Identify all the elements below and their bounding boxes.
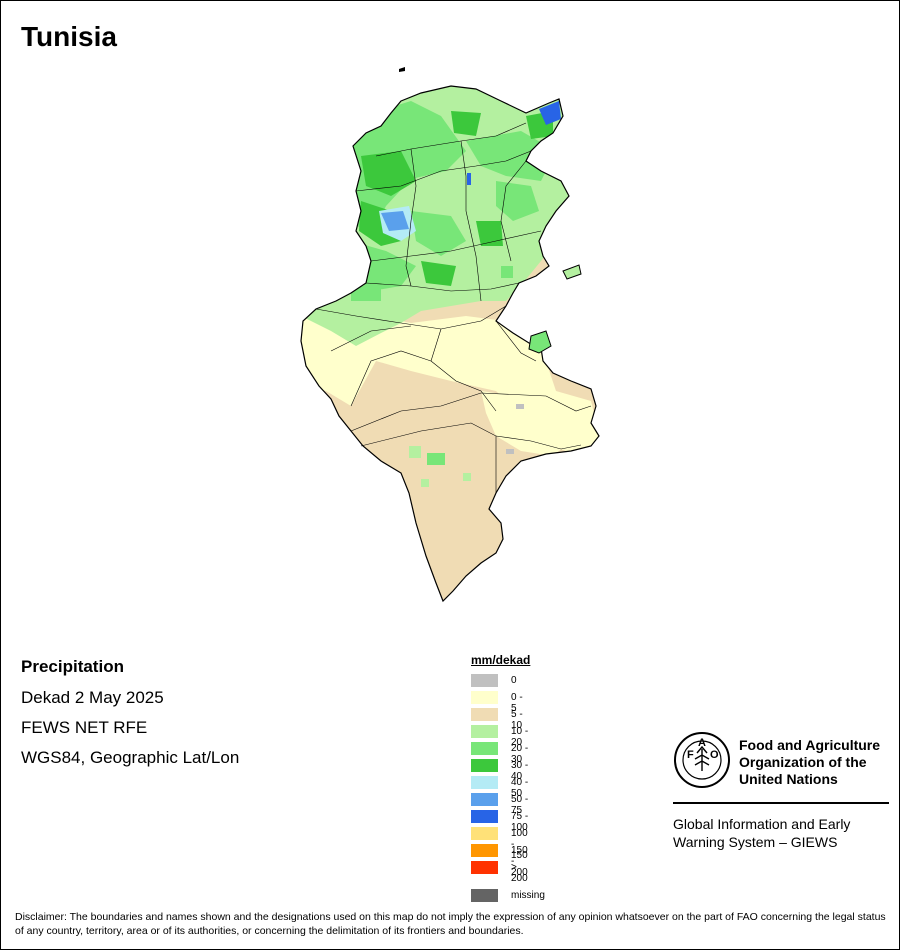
fao-name-line-2: Organization of the	[739, 754, 867, 770]
giews-line-1: Global Information and Early	[673, 816, 851, 832]
legend-item: 100 - 150	[471, 825, 530, 861]
legend-swatch	[471, 708, 498, 721]
fao-logo-letter-o: O	[710, 749, 719, 761]
legend-label: > 200	[511, 862, 528, 884]
legend-item: > 200	[471, 859, 530, 884]
fao-name-line-3: United Nations	[739, 771, 838, 787]
legend-item: 150 - 200	[471, 842, 530, 878]
legend-swatch	[471, 674, 498, 687]
giews-name: Global Information and Early Warning Sys…	[673, 815, 889, 851]
fao-logo-icon: F A O	[674, 732, 730, 788]
legend-swatch	[471, 793, 498, 806]
legend-swatch	[471, 725, 498, 738]
map-info: Precipitation Dekad 2 May 2025 FEWS NET …	[21, 657, 239, 778]
legend-label: 40 - 50	[511, 777, 529, 799]
legend-swatch	[471, 759, 498, 772]
legend-label: 0 - 5	[511, 692, 523, 714]
legend-label: 5 - 10	[511, 709, 523, 731]
fao-name-line-1: Food and Agriculture	[739, 737, 881, 753]
legend-item: 0 - 5	[471, 689, 530, 714]
legend-item: 40 - 50	[471, 774, 530, 799]
legend-swatch	[471, 691, 498, 704]
legend-swatch	[471, 776, 498, 789]
legend-label: 75 - 100	[511, 811, 529, 833]
map-title: Tunisia	[21, 21, 117, 52]
info-dekad: Dekad 2 May 2025	[21, 688, 164, 707]
legend-label-missing: missing	[511, 890, 545, 901]
fao-divider	[673, 802, 889, 804]
legend-title: mm/dekad	[471, 653, 531, 667]
legend-item: 5 - 10	[471, 706, 530, 731]
tunisia-map-svg	[300, 67, 600, 602]
legend-swatch	[471, 810, 498, 823]
legend-item: 20 - 30	[471, 740, 530, 765]
disclaimer: Disclaimer: The boundaries and names sho…	[15, 911, 886, 937]
info-projection: WGS84, Geographic Lat/Lon	[21, 748, 240, 767]
legend-label: 30 - 40	[511, 760, 529, 782]
legend-swatch	[471, 861, 498, 874]
legend-swatch-missing	[471, 889, 498, 902]
rainfall-grid	[301, 86, 599, 601]
fao-name: Food and Agriculture Organization of the…	[739, 737, 899, 788]
legend-swatch	[471, 827, 498, 840]
info-heading: Precipitation	[21, 657, 124, 676]
legend-item: 10 - 20	[471, 723, 530, 748]
legend-item: 30 - 40	[471, 757, 530, 782]
legend-label: 50 - 75	[511, 794, 529, 816]
legend-item: 75 - 100	[471, 808, 530, 833]
fao-logo-letter-f: F	[687, 749, 694, 761]
info-source: FEWS NET RFE	[21, 718, 148, 737]
legend-label: 100 - 150	[511, 828, 528, 861]
giews-line-2: Warning System – GIEWS	[673, 834, 838, 850]
legend-item: 0	[471, 672, 530, 689]
legend-label: 20 - 30	[511, 743, 529, 765]
admin-boundaries	[315, 122, 592, 493]
fao-logo-letter-a: A	[698, 737, 706, 749]
legend-label: 10 - 20	[511, 726, 529, 748]
legend-swatch	[471, 742, 498, 755]
legend-label: 0	[511, 675, 517, 686]
legend-item: 50 - 75	[471, 791, 530, 816]
precipitation-map	[291, 61, 611, 611]
legend-label: 150 - 200	[511, 845, 528, 878]
legend-swatch	[471, 844, 498, 857]
